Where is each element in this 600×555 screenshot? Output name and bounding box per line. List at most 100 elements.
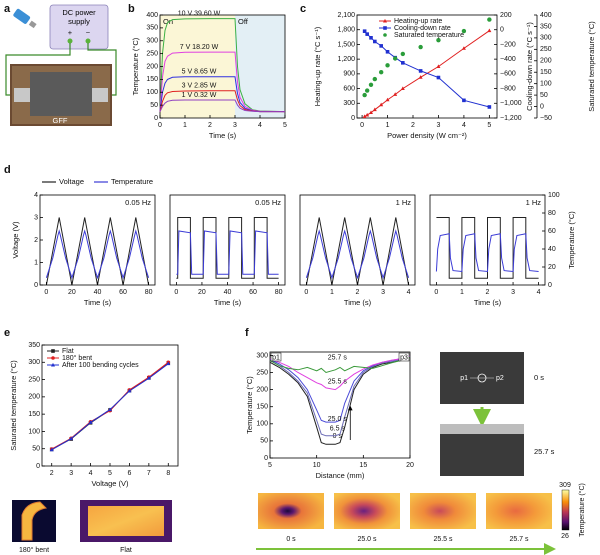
x-tick-label: 2 (486, 289, 490, 296)
x-tick-label: 60 (119, 289, 127, 296)
images-f: p1 p2 0 s 25.7 s 0 s 25.0 s 25.5 s 25.7 … (256, 352, 586, 555)
marker (379, 102, 384, 107)
colorbar-max: 309 (559, 482, 571, 489)
y3-tick-label: −50 (540, 115, 552, 122)
panel-letter: a (4, 3, 11, 15)
x-tick-label: 20 (198, 289, 206, 296)
y-tick-label: 100 (146, 89, 158, 96)
y-tick-label: 300 (343, 100, 355, 107)
marker (364, 88, 370, 93)
y3-tick-label: 300 (540, 35, 552, 42)
marker (108, 407, 112, 412)
y2-tick-label: 100 (548, 192, 560, 199)
marker (369, 36, 373, 40)
marker (385, 97, 390, 102)
marker (418, 69, 423, 73)
annotation-box (270, 352, 282, 362)
colorbar (561, 489, 570, 531)
marker (401, 61, 405, 65)
photo-time: 0 s (534, 373, 544, 382)
x-tick-label: 15 (359, 462, 367, 469)
terminal (85, 38, 91, 44)
y2-tick-label: −400 (500, 56, 516, 63)
marker (383, 33, 387, 37)
marker (461, 46, 466, 50)
x-tick-label: 3 (233, 122, 237, 129)
y3-tick-label: 100 (540, 81, 552, 88)
electrode (92, 88, 108, 102)
y-tick-label: 150 (28, 411, 40, 418)
thermal-frame (258, 493, 324, 529)
y2-tick-label: −600 (500, 71, 516, 78)
y-tick-label: 3 (34, 214, 38, 221)
x-tick-label: 5 (108, 470, 112, 477)
thermal-time: 25.5 s (433, 536, 453, 543)
plot-frame (269, 351, 411, 459)
image-label: 180° bent (19, 546, 49, 554)
x-axis-label: Voltage (V) (91, 479, 129, 488)
x-tick-label: 4 (258, 122, 262, 129)
legend-label: Saturated temperature (394, 32, 464, 39)
legend-label: Temperature (111, 177, 153, 186)
x-tick-label: 5 (268, 462, 272, 469)
usb-plug (13, 8, 31, 24)
y-axis-label: Temperature (°C) (245, 376, 254, 434)
y-tick-label: 600 (343, 85, 355, 92)
marker (487, 28, 492, 33)
x-axis-label: Time (s) (344, 298, 372, 307)
marker (373, 39, 377, 44)
y-tick-label: 200 (256, 386, 268, 393)
series-line (269, 356, 411, 374)
x-axis-label: Power density (W cm⁻²) (387, 131, 467, 140)
bent-strip (21, 501, 48, 541)
y-tick-label: 200 (146, 63, 158, 70)
y-tick-label: 0 (36, 463, 40, 470)
y3-axis-label: Saturated temperature (°C) (587, 21, 596, 112)
x-tick-label: 0 (44, 289, 48, 296)
supply-label: DC power supply (62, 8, 96, 26)
marker (365, 112, 370, 117)
x-tick-label: 5 (283, 122, 287, 129)
marker (166, 361, 171, 366)
y-tick-label: 2 (34, 237, 38, 244)
x-tick-label: 0 (158, 122, 162, 129)
y3-tick-label: 200 (540, 58, 552, 65)
legend-label: Voltage (59, 177, 84, 186)
series-line (269, 355, 411, 423)
y3-tick-label: 350 (540, 23, 552, 30)
x-tick-label: 0 (174, 289, 178, 296)
diagram-a: DC power supply + − GFF (5, 4, 117, 126)
probe-label: p2 (496, 375, 504, 382)
image-label: Flat (120, 547, 132, 554)
annotation: p3 (400, 354, 408, 361)
series-label: 25.0 s (328, 416, 348, 423)
x-tick-label: 40 (224, 289, 232, 296)
x-tick-label: 60 (249, 289, 257, 296)
marker (378, 70, 384, 75)
series-line (435, 233, 539, 273)
marker (461, 28, 467, 34)
photo-top (440, 424, 524, 434)
plus-sign: + (68, 28, 73, 37)
y-tick-label: 1,500 (337, 41, 355, 48)
supply-label-box: DC power supply (62, 8, 96, 26)
marker (51, 356, 55, 360)
y-tick-label: 0 (264, 455, 268, 462)
y-tick-label: 250 (146, 50, 158, 57)
marker (436, 64, 441, 68)
marker (462, 98, 466, 103)
shaded-region (160, 15, 235, 118)
marker (368, 82, 374, 88)
y-axis-label: Saturated temperature (°C) (9, 360, 18, 451)
marker (379, 44, 383, 48)
y-tick-label: 2,100 (337, 12, 355, 19)
y-tick-label: 1,200 (337, 56, 355, 63)
y-tick-label: 100 (28, 428, 40, 435)
y-tick-label: 400 (146, 12, 158, 19)
x-tick-label: 4 (462, 122, 466, 129)
series-label: 0 s (333, 433, 343, 440)
series-line (45, 217, 150, 286)
legend-label: Cooling-down rate (394, 25, 451, 32)
